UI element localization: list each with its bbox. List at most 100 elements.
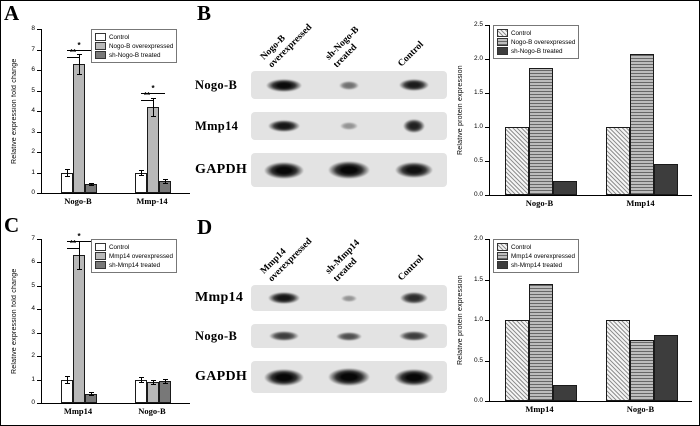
y-tick-label: 0.0 — [473, 397, 483, 404]
legend-label: Control — [511, 29, 532, 37]
y-tick-label: 2.0 — [473, 235, 483, 242]
plot-area — [489, 25, 692, 196]
significance-line — [141, 99, 153, 101]
y-tick — [37, 111, 41, 112]
y-tick-label: 2 — [31, 148, 35, 155]
blot-band — [336, 331, 362, 341]
y-tick-label: 1.5 — [473, 89, 483, 96]
bar — [528, 67, 553, 195]
y-tick-label: 1.0 — [473, 316, 483, 323]
significance-star: * — [151, 83, 155, 93]
blot-row-label: Nogo-B — [195, 77, 238, 92]
y-tick-label: 1.5 — [473, 275, 483, 283]
legend-entry: sh-Mmp14 treated — [497, 261, 575, 269]
y-tick-label: 5 — [31, 281, 35, 289]
y-tick — [37, 131, 41, 133]
legend-label: Nogo-B overexpressed — [511, 38, 576, 46]
y-tick — [485, 195, 489, 196]
error-bar-cap — [150, 116, 156, 118]
error-bar-cap — [150, 380, 156, 382]
error-bar — [79, 53, 80, 75]
y-tick-label: 3 — [31, 127, 35, 135]
y-tick — [37, 29, 41, 30]
blot-row: Nogo-B — [195, 71, 449, 99]
category-label: Mmp14 — [626, 198, 655, 208]
legend-label: Nogo-B overexpressed — [109, 42, 174, 50]
y-tick — [485, 320, 489, 321]
bar — [147, 381, 159, 403]
blot-band — [266, 78, 303, 92]
y-tick-label: 7 — [31, 45, 35, 53]
blot-band — [393, 368, 434, 386]
blot-band — [268, 292, 301, 304]
blot-strip — [251, 153, 447, 187]
error-bar — [165, 178, 166, 183]
error-bar-cap — [64, 169, 70, 171]
y-tick-label: 0.5 — [473, 157, 483, 164]
blot-band — [269, 331, 300, 341]
blot-band — [341, 294, 357, 302]
blot-band — [268, 120, 301, 132]
legend-entry: Control — [95, 243, 173, 251]
legend-entry: Control — [497, 243, 575, 251]
lane-label: Control — [396, 40, 426, 70]
legend-label: sh-Nogo-B treated — [109, 51, 161, 59]
error-bar-cap — [138, 174, 144, 176]
error-bar-cap — [76, 53, 82, 55]
y-tick-label: 2.0 — [473, 55, 483, 62]
y-tick-label: 6 — [31, 66, 35, 73]
bar — [159, 380, 171, 403]
significance-star: ** — [69, 47, 77, 57]
panel-b-western-blot: Nogo-B overexpressed sh-Nogo-B treated Con… — [195, 7, 449, 211]
category-label: Mmp14 — [63, 406, 93, 416]
legend-label: Mmp14 overexpressed — [109, 252, 174, 260]
blot-strip — [251, 285, 447, 311]
y-tick-label: 0 — [31, 189, 35, 196]
blot-strip — [251, 112, 447, 140]
y-tick — [37, 70, 41, 71]
y-tick-label: 2 — [31, 352, 35, 360]
error-bar — [141, 170, 142, 175]
legend: Control Nogo-B overexpressed sh-Nogo-B tre… — [493, 25, 580, 59]
plot-area — [489, 239, 692, 402]
legend-swatch — [497, 47, 508, 55]
y-tick-label: 4 — [31, 107, 35, 114]
y-tick — [37, 193, 41, 194]
plot-area: * ** * ** — [41, 29, 190, 194]
error-bar-cap — [76, 269, 82, 271]
legend-entry: Mmp14 overexpressed — [95, 252, 173, 260]
error-bar-cap — [64, 376, 70, 378]
category-label: Mmp-14 — [136, 196, 168, 206]
blot-band — [398, 79, 429, 91]
blot-row-label: GAPDH — [195, 369, 248, 384]
y-tick — [37, 90, 41, 92]
error-bar-cap — [88, 185, 94, 186]
legend-entry: sh-Nogo-B treated — [497, 47, 575, 55]
blot-row: GAPDH — [195, 361, 449, 393]
error-bar-cap — [162, 178, 168, 180]
panel-a-bar-chart: * ** * ** Relative expression fold change 0 1 2… — [11, 15, 193, 211]
error-bar — [67, 169, 68, 176]
error-bar-cap — [88, 182, 94, 184]
legend-entry: sh-Mmp14 treated — [95, 261, 173, 269]
error-bar-cap — [138, 170, 144, 172]
error-bar-cap — [150, 383, 156, 385]
category-label: Nogo-B — [525, 198, 554, 208]
error-bar-cap — [64, 383, 70, 385]
y-tick — [37, 379, 41, 381]
significance-star: ** — [143, 90, 151, 100]
legend-entry: Mmp14 overexpressed — [497, 252, 575, 260]
error-bar — [91, 392, 92, 395]
error-bar — [165, 378, 166, 383]
y-tick — [485, 401, 489, 402]
bar — [73, 255, 85, 403]
y-tick — [37, 172, 41, 174]
legend-label: Control — [109, 243, 130, 251]
significance-line — [67, 248, 79, 250]
legend-swatch — [95, 51, 106, 59]
y-tick — [37, 49, 41, 51]
category-label: Nogo-B — [138, 406, 166, 416]
y-tick-label: 0.0 — [473, 191, 483, 198]
significance-star: ** — [69, 239, 77, 249]
blot-row-label: Nogo-B — [195, 328, 238, 343]
